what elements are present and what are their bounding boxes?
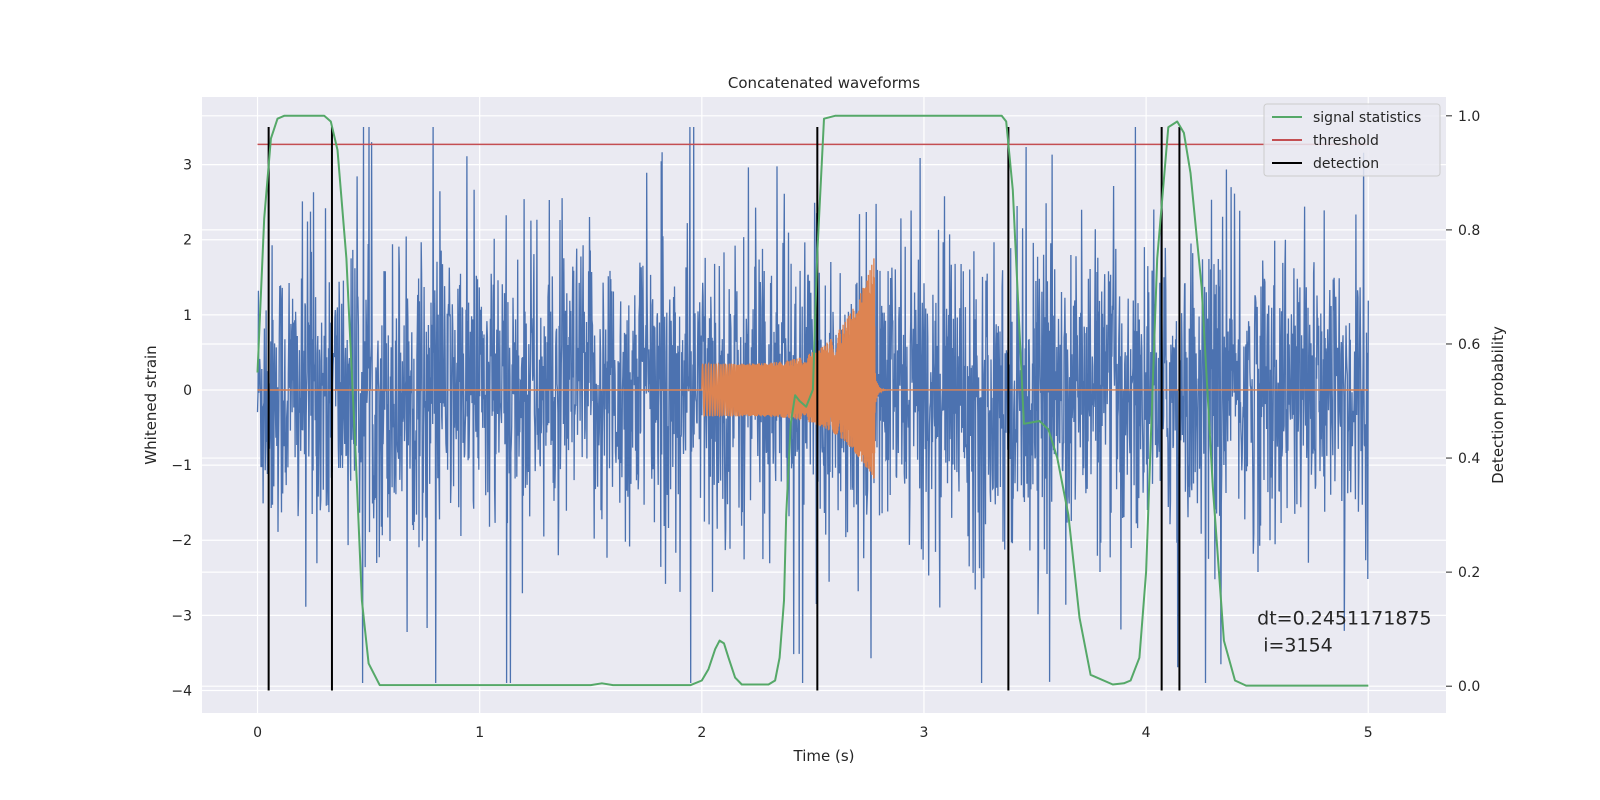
- y-tick-label: 3: [183, 158, 192, 174]
- series-injected-signal-line: [257, 258, 1369, 479]
- y2-axis-label: Detection probability: [1489, 326, 1507, 484]
- y-tick-label: 1: [183, 308, 192, 324]
- annotation-line-i: i=3154: [1257, 634, 1333, 656]
- axes: 0 1 2 3 4 5 −4 −3 −2 −1 0 1 2 3 0.0 0.2 0.4 0.6 0.8 1.0: [171, 109, 1480, 741]
- data-layer: [256, 114, 1369, 691]
- y2-tick-label: 0.8: [1458, 223, 1480, 239]
- y2-tick-label: 1.0: [1458, 109, 1480, 125]
- annotation-text: dt=0.2451171875 i=3154: [1257, 607, 1431, 656]
- legend: signal statistics threshold detection: [1263, 103, 1441, 177]
- y-tick-label: 2: [183, 233, 192, 249]
- x-tick-label: 5: [1364, 725, 1373, 741]
- series-signal-statistics-line: [256, 114, 1369, 687]
- y2-tick-label: 0.4: [1458, 451, 1480, 467]
- chart-title: Concatenated waveforms: [728, 74, 920, 92]
- legend-label-threshold: threshold: [1313, 133, 1379, 149]
- x-tick-label: 4: [1142, 725, 1151, 741]
- legend-label-detection: detection: [1313, 156, 1379, 172]
- y-tick-label: −1: [171, 458, 192, 474]
- y2-tick-label: 0.6: [1458, 337, 1480, 353]
- y2-tick-label: 0.2: [1458, 565, 1480, 581]
- x-tick-label: 2: [697, 725, 706, 741]
- x-axis-label: Time (s): [793, 747, 855, 765]
- y-tick-label: 0: [183, 383, 192, 399]
- legend-box: [1263, 103, 1441, 177]
- x-tick-label: 0: [253, 725, 262, 741]
- annotation-line-dt: dt=0.2451171875: [1257, 607, 1431, 629]
- y-tick-label: −2: [171, 533, 192, 549]
- x-tick-label: 3: [920, 725, 929, 741]
- y-tick-label: −3: [171, 608, 192, 624]
- legend-label-signal-statistics: signal statistics: [1313, 110, 1421, 126]
- y-axis-label: Whitened strain: [142, 345, 160, 464]
- x-tick-label: 1: [475, 725, 484, 741]
- y-tick-label: −4: [171, 683, 192, 699]
- y2-tick-label: 0.0: [1458, 679, 1480, 695]
